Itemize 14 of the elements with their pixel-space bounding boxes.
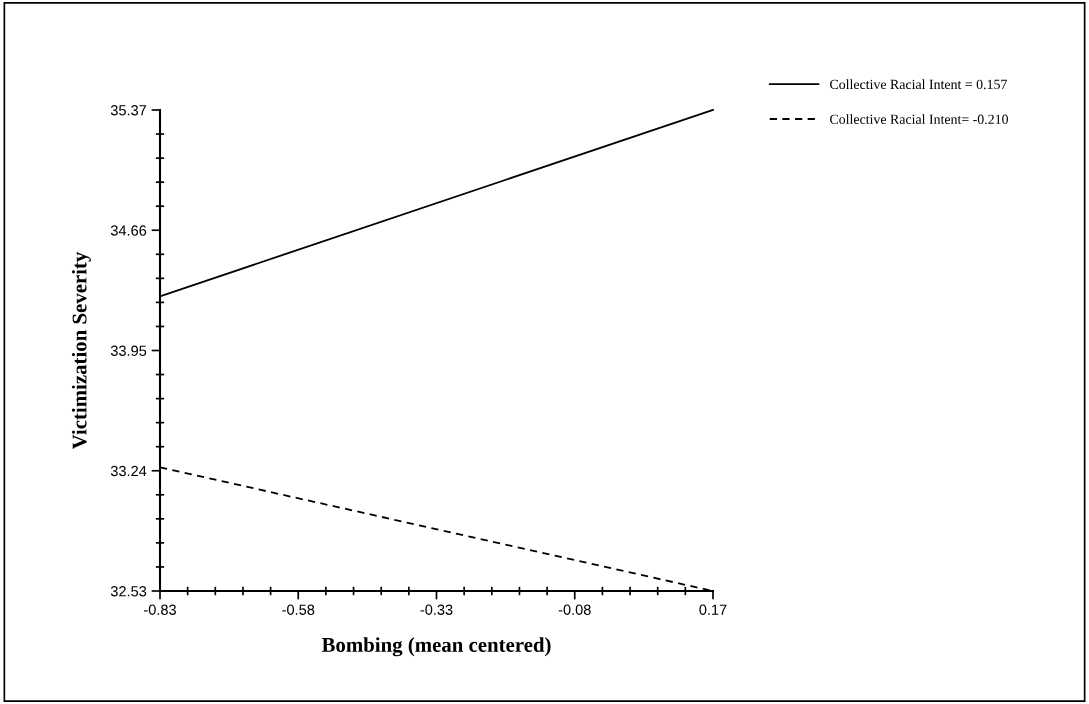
x-tick-label: -0.58 [282, 604, 315, 615]
legend-label: Collective Racial Intent= -0.210 [830, 114, 1009, 125]
x-axis-title: Bombing (mean centered) [321, 637, 551, 657]
y-tick-label: 35.37 [110, 105, 147, 116]
y-tick-label: 33.95 [110, 345, 147, 356]
legend-label: Collective Racial Intent = 0.157 [830, 79, 1007, 90]
x-tick-label: -0.83 [144, 604, 176, 615]
x-tick-label: 0.17 [699, 604, 727, 615]
y-axis-title: Victimization Severity [71, 251, 91, 450]
y-tick-label: 33.24 [110, 465, 147, 477]
x-tick-label: -0.08 [558, 604, 591, 615]
y-tick-label: 32.53 [110, 586, 147, 597]
y-tick-label: 34.66 [110, 225, 147, 236]
x-tick-label: -0.33 [420, 604, 453, 615]
